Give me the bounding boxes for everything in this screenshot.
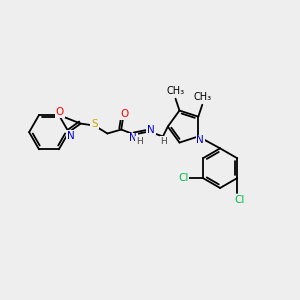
- Text: N: N: [147, 124, 155, 134]
- Text: S: S: [91, 118, 98, 129]
- Text: O: O: [56, 107, 64, 117]
- Text: N: N: [129, 134, 137, 143]
- Text: Cl: Cl: [234, 195, 244, 205]
- Text: H: H: [136, 137, 142, 146]
- Text: O: O: [120, 109, 128, 119]
- Text: Cl: Cl: [178, 173, 188, 183]
- Text: N: N: [67, 131, 75, 141]
- Text: H: H: [160, 137, 167, 146]
- Text: N: N: [196, 135, 204, 146]
- Text: CH₃: CH₃: [193, 92, 211, 102]
- Text: CH₃: CH₃: [167, 86, 184, 96]
